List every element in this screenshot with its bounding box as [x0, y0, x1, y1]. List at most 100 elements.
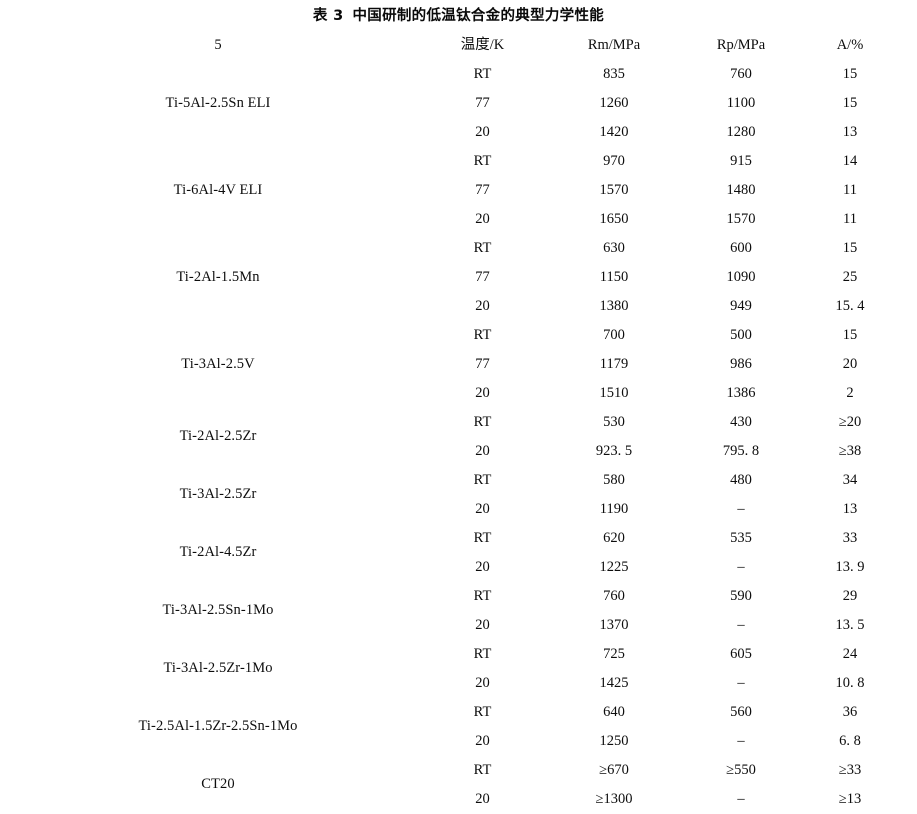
- cell-rm: 1179: [599, 355, 629, 372]
- table-row: Ti-3Al-2.5V RT 700 500 15: [19, 321, 898, 371]
- cell-temperature: RT: [473, 703, 492, 720]
- cell-rp: 560: [730, 703, 752, 720]
- cell-a: 10. 8: [835, 674, 865, 691]
- cell-rp: 949: [730, 297, 752, 314]
- cell-rp: 1090: [726, 268, 756, 285]
- cell-rm: 640: [603, 703, 625, 720]
- cell-temperature: RT: [473, 645, 492, 662]
- cell-a: 15: [842, 94, 858, 111]
- cell-temperature: RT: [473, 65, 492, 82]
- cell-temperature: 77: [475, 94, 490, 111]
- cell-a: 36: [842, 703, 858, 720]
- cell-rp: 760: [730, 65, 752, 82]
- cell-rm: 1250: [599, 732, 629, 749]
- column-header-temperature: 温度/K: [460, 37, 505, 54]
- table-page: 表 3 中国研制的低温钛合金的典型力学性能 5 温度/K Rm/MPa Rp/MP…: [138, 8, 864, 807]
- mechanical-properties-table: 5 温度/K Rm/MPa Rp/MPa A/% Ti-5Al-2.5Sn EL…: [19, 32, 898, 814]
- alloy-name-cell: CT20: [201, 776, 235, 793]
- table-row: Ti-6Al-4V ELI RT 970 915 14: [19, 147, 898, 197]
- cell-rp: –: [737, 790, 745, 807]
- cell-temperature: 77: [475, 355, 490, 372]
- cell-rp: –: [737, 558, 745, 575]
- cell-rp: 795. 8: [722, 442, 760, 459]
- table-row: 77 1150 1090 25: [19, 263, 898, 292]
- cell-temperature: RT: [473, 471, 492, 488]
- alloy-name-cell: Ti-3Al-2.5Zr: [179, 486, 257, 503]
- cell-a: 20: [842, 355, 858, 372]
- alloy-name-cell: Ti-2Al-1.5Mn: [176, 268, 260, 285]
- table-header: 5 温度/K Rm/MPa Rp/MPa A/%: [19, 32, 898, 60]
- cell-rp: 1100: [726, 94, 756, 111]
- cell-rp: 480: [730, 471, 752, 488]
- column-header-a: A/%: [836, 37, 864, 54]
- cell-temperature: 20: [475, 732, 490, 749]
- cell-temperature: 20: [475, 384, 490, 401]
- cell-a: 24: [842, 645, 858, 662]
- cell-temperature: 20: [475, 674, 490, 691]
- table-row: Ti-3Al-2.5Sn-1Mo RT 760 590 29: [19, 582, 898, 618]
- cell-rm: 923. 5: [595, 442, 633, 459]
- table-row: 20 1370 – 13. 5: [19, 611, 898, 640]
- table-row: 20 1190 – 13: [19, 495, 898, 524]
- cell-temperature: 20: [475, 790, 490, 807]
- alloy-name-cell: Ti-6Al-4V ELI: [173, 181, 263, 198]
- cell-rp: 430: [730, 413, 752, 430]
- cell-temperature: RT: [473, 239, 492, 256]
- cell-temperature: RT: [473, 529, 492, 546]
- cell-rm: 1380: [599, 297, 629, 314]
- cell-rm: 1650: [599, 210, 629, 227]
- cell-rm: 970: [603, 152, 625, 169]
- cell-rp: 600: [730, 239, 752, 256]
- table-row: CT20 RT ≥670 ≥550 ≥33: [19, 756, 898, 792]
- cell-rp: 1480: [726, 181, 756, 198]
- cell-a: 6. 8: [839, 732, 861, 749]
- cell-rp: 500: [730, 326, 752, 343]
- cell-rm: 580: [603, 471, 625, 488]
- cell-a: 11: [843, 210, 857, 227]
- cell-a: ≥13: [838, 790, 862, 807]
- cell-rp: 1570: [726, 210, 756, 227]
- cell-temperature: RT: [473, 326, 492, 343]
- cell-a: ≥20: [838, 413, 862, 430]
- table-row: 20 1650 1570 11: [19, 205, 898, 234]
- cell-temperature: 20: [475, 500, 490, 517]
- cell-rp: 1280: [726, 123, 756, 140]
- header-row: 5 温度/K Rm/MPa Rp/MPa A/%: [19, 32, 898, 60]
- cell-temperature: RT: [473, 761, 492, 778]
- column-header-rp: Rp/MPa: [716, 37, 766, 54]
- cell-a: 34: [842, 471, 858, 488]
- cell-a: 15: [842, 239, 858, 256]
- cell-rp: 590: [730, 587, 752, 604]
- cell-rm: 530: [603, 413, 625, 430]
- cell-temperature: 20: [475, 123, 490, 140]
- cell-temperature: 20: [475, 558, 490, 575]
- alloy-name-cell: Ti-5Al-2.5Sn ELI: [165, 94, 271, 111]
- cell-rp: –: [737, 732, 745, 749]
- cell-rp: 1386: [726, 384, 756, 401]
- cell-a: 29: [842, 587, 858, 604]
- cell-temperature: 20: [475, 442, 490, 459]
- table-row: Ti-3Al-2.5Zr RT 580 480 34: [19, 466, 898, 502]
- cell-rm: 1570: [599, 181, 629, 198]
- cell-rm: ≥1300: [595, 790, 633, 807]
- cell-a: 2: [846, 384, 854, 401]
- table-row: 20 1425 – 10. 8: [19, 669, 898, 698]
- cell-rm: 700: [603, 326, 625, 343]
- cell-a: ≥33: [838, 761, 862, 778]
- cell-rp: 915: [730, 152, 752, 169]
- table-body: Ti-5Al-2.5Sn ELI RT 835 760 15 77 1260 1100 15 20…: [19, 60, 898, 814]
- cell-a: 15: [842, 326, 858, 343]
- alloy-name-cell: Ti-3Al-2.5Zr-1Mo: [163, 660, 273, 677]
- cell-a: 15. 4: [835, 297, 865, 314]
- cell-temperature: 77: [475, 268, 490, 285]
- table-row: Ti-5Al-2.5Sn ELI RT 835 760 15: [19, 60, 898, 110]
- table-row: 20 1225 – 13. 9: [19, 553, 898, 582]
- alloy-name-cell: Ti-3Al-2.5Sn-1Mo: [162, 602, 274, 619]
- table-row: 77 1260 1100 15: [19, 89, 898, 118]
- cell-a: 11: [843, 181, 857, 198]
- cell-rm: 725: [603, 645, 625, 662]
- table-row: 20 1380 949 15. 4: [19, 292, 898, 321]
- cell-temperature: 20: [475, 616, 490, 633]
- cell-rm: 1260: [599, 94, 629, 111]
- table-row: 77 1570 1480 11: [19, 176, 898, 205]
